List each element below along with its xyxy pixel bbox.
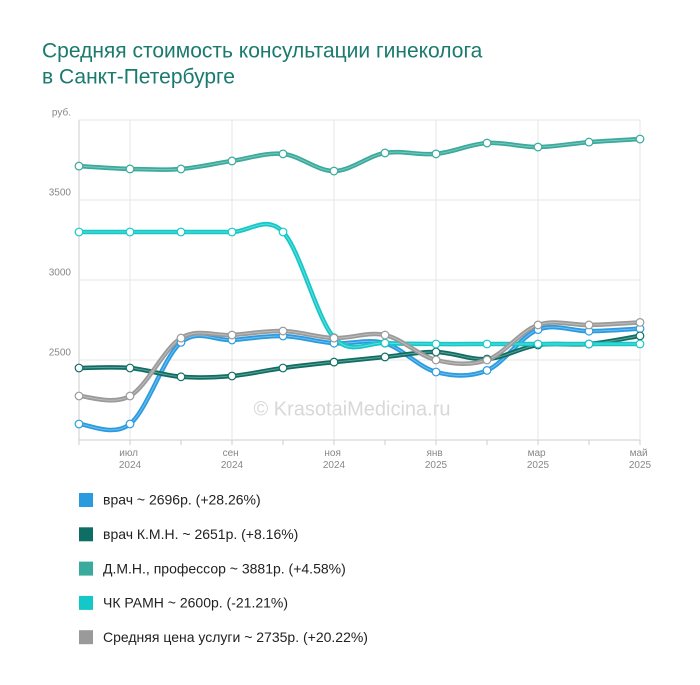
data-point [329,166,339,176]
data-point [584,137,594,147]
data-point [278,149,288,159]
data-point [74,419,84,429]
chart-title: в Санкт-Петербурге [42,66,235,89]
data-point [635,318,645,327]
data-point [176,333,186,343]
data-point [635,331,645,341]
legend-swatch [79,630,93,645]
legend-label: Д.М.Н., профессор ~ 3881р. (+4.58%) [103,560,346,576]
data-point [533,142,543,152]
x-tick-label: мар 2025 [527,448,550,471]
legend-label: Средняя цена услуги ~ 2735р. (+20.22%) [103,629,368,645]
y-tick-label: 2500 [49,348,72,359]
data-point [74,391,84,401]
chart-title: Средняя стоимость консультации гинеколог… [42,40,483,63]
legend-label: врач К.М.Н. ~ 2651р. (+8.16%) [103,526,298,542]
watermark: © KrasotaiMedicina.ru [253,398,450,420]
data-point [635,339,645,349]
legend-swatch [79,595,93,610]
data-point [74,227,84,237]
data-point [380,148,390,158]
data-point [74,161,84,171]
legend-label: врач ~ 2696р. (+28.26%) [103,492,261,508]
data-point [431,347,441,357]
data-point [125,363,135,373]
x-tick-label: июл 2024 [119,448,142,471]
data-point [380,352,390,362]
data-point [431,149,441,159]
data-point [380,338,390,348]
data-point [533,339,543,349]
data-point [227,371,237,381]
data-point [176,164,186,174]
data-point [431,355,441,365]
data-point [125,164,135,174]
data-point [431,339,441,349]
data-point [227,156,237,166]
data-point [125,391,135,401]
data-point [431,367,441,377]
x-tick-label: янв 2025 [425,448,448,471]
y-tick-label: руб. [52,107,71,119]
data-point [584,339,594,349]
data-point [176,372,186,382]
data-point [482,339,492,349]
y-tick-label: 3500 [49,188,72,199]
data-point [635,134,645,144]
data-point [584,320,594,330]
data-point [227,330,237,340]
series-line [76,136,643,174]
data-point [227,227,237,237]
data-point [482,355,492,365]
legend-label: ЧК РАМН ~ 2600р. (-21.21%) [103,595,288,611]
legend-swatch [79,561,93,576]
data-point [278,326,288,336]
data-point [278,363,288,373]
x-tick-label: ноя 2024 [323,448,346,471]
data-point [329,357,339,367]
data-point [278,227,288,237]
data-point [482,138,492,148]
data-point [125,419,135,429]
data-point [482,366,492,375]
legend-swatch [79,493,93,507]
legend-swatch [79,527,93,542]
data-point [74,363,84,373]
data-point [533,320,543,330]
x-tick-label: май 2025 [629,448,652,471]
data-point [176,227,186,237]
data-point [329,333,339,343]
data-point [380,330,390,340]
y-tick-label: 3000 [49,268,72,279]
x-tick-label: сен 2024 [221,448,244,471]
data-point [125,227,135,237]
